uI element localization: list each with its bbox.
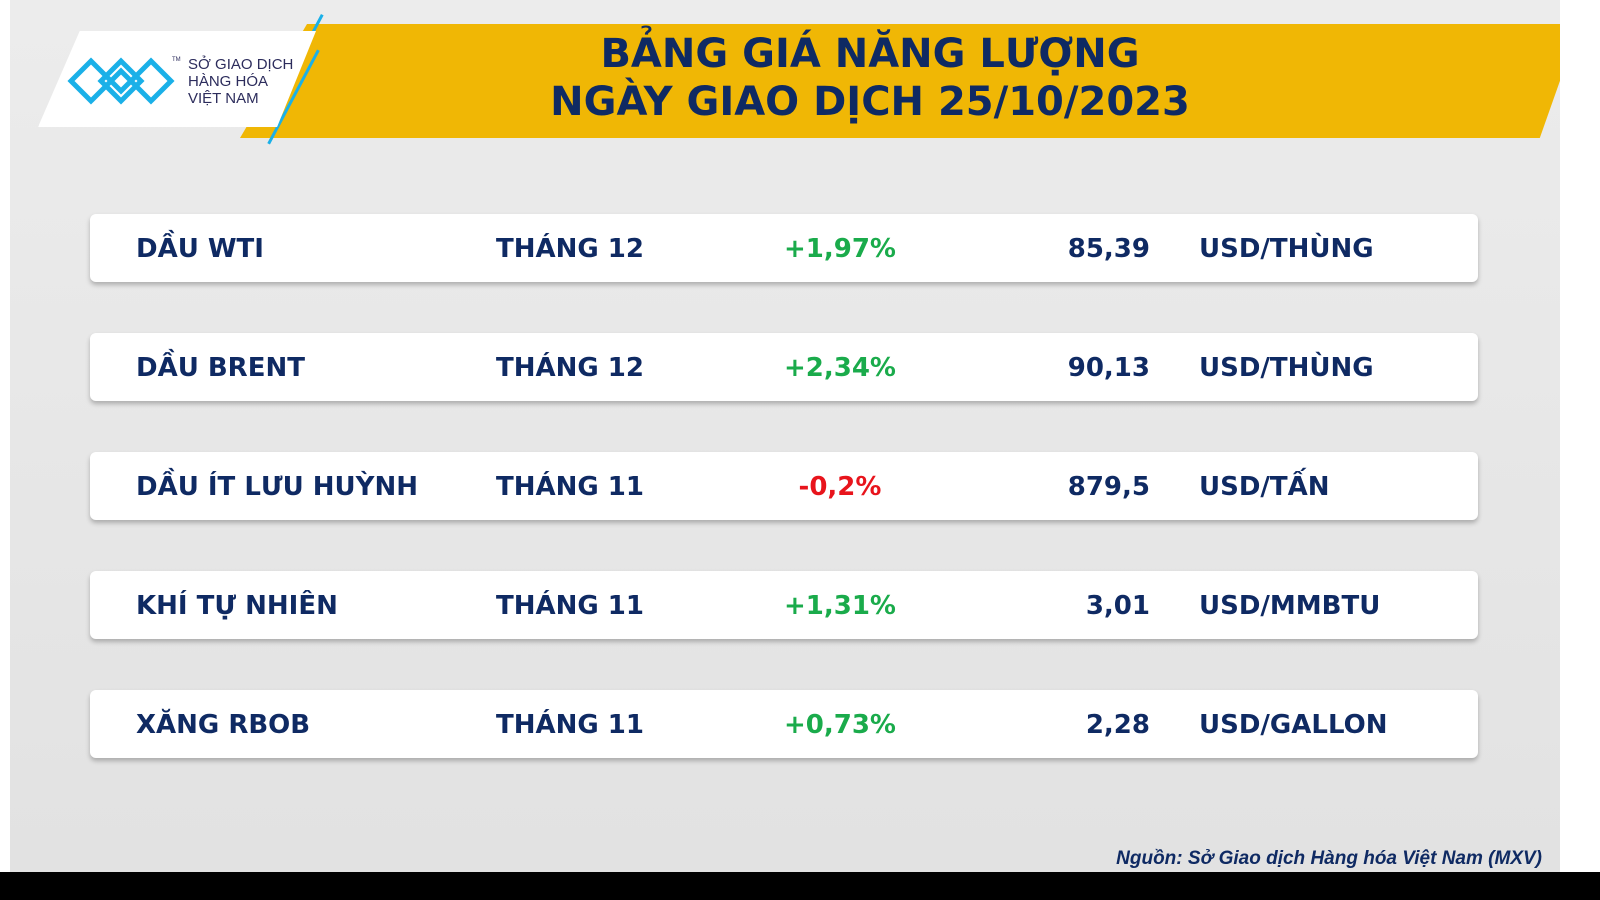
title-line-2: NGÀY GIAO DỊCH 25/10/2023 [550,79,1190,125]
contract-month: THÁNG 12 [496,353,644,383]
price-change: +2,34% [784,353,896,383]
contract-month: THÁNG 11 [496,591,644,621]
commodity-name: DẦU WTI [136,234,264,264]
price-value: 879,5 [1067,472,1150,502]
contract-month: THÁNG 12 [496,234,644,264]
price-row: DẦU BRENT THÁNG 12 +2,34% 90,13 USD/THÙN… [90,333,1478,401]
price-row: XĂNG RBOB THÁNG 11 +0,73% 2,28 USD/GALLO… [90,690,1478,758]
commodity-name: DẦU ÍT LƯU HUỲNH [136,472,419,502]
logo-text: SỞ GIAO DỊCH HÀNG HÓA VIỆT NAM [188,56,293,107]
price-row: DẦU WTI THÁNG 12 +1,97% 85,39 USD/THÙNG [90,214,1478,282]
price-row: DẦU ÍT LƯU HUỲNH THÁNG 11 -0,2% 879,5 US… [90,452,1478,520]
price-unit: USD/THÙNG [1199,234,1374,264]
commodity-name: KHÍ TỰ NHIÊN [136,591,338,621]
title-banner [240,24,1560,138]
source-note: Nguồn: Sở Giao dịch Hàng hóa Việt Nam (M… [1116,848,1542,869]
price-row: KHÍ TỰ NHIÊN THÁNG 11 +1,31% 3,01 USD/MM… [90,571,1478,639]
price-change: +1,97% [784,234,896,264]
logo-line: VIỆT NAM [188,90,259,107]
slide: TM SỞ GIAO DỊCH HÀNG HÓA VIỆT NAM BẢNG G… [10,0,1560,872]
mxv-logo-icon [67,57,175,105]
contract-month: THÁNG 11 [496,472,644,502]
commodity-name: DẦU BRENT [136,353,305,383]
price-unit: USD/THÙNG [1199,353,1374,383]
logo-line: HÀNG HÓA [188,73,269,90]
price-change: -0,2% [798,472,882,502]
page-title: BẢNG GIÁ NĂNG LƯỢNG NGÀY GIAO DỊCH 25/10… [470,30,1270,126]
price-value: 90,13 [1067,353,1150,383]
bottom-bar [0,872,1600,900]
commodity-name: XĂNG RBOB [136,710,311,740]
price-unit: USD/GALLON [1199,710,1388,740]
price-change: +0,73% [784,710,896,740]
price-unit: USD/TẤN [1199,472,1330,502]
price-unit: USD/MMBTU [1199,591,1381,621]
logo: TM [38,31,316,127]
title-line-1: BẢNG GIÁ NĂNG LƯỢNG [600,31,1140,77]
price-value: 85,39 [1067,234,1150,264]
price-value: 2,28 [1085,710,1150,740]
logo-line: SỞ GIAO DỊCH [188,56,294,73]
trademark: TM [172,57,181,63]
contract-month: THÁNG 11 [496,710,644,740]
price-change: +1,31% [784,591,896,621]
price-value: 3,01 [1085,591,1150,621]
